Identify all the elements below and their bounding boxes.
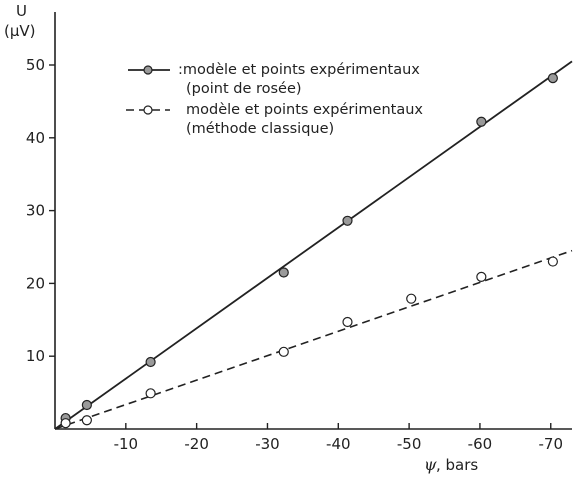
y-axis-title-unit: (µV) [4,22,36,40]
classic-data-point [342,316,353,328]
series-points [60,73,558,429]
dew-point-data-point [476,116,487,127]
classic-data-point [476,271,487,282]
x-tick-label: -60 [468,435,493,453]
dew-point-data-point [342,215,353,226]
x-ticks: -10 -20 -30 -40 -50 -60 -70 [114,423,563,453]
dew-point-data-point [547,73,558,84]
y-tick-label: 10 [26,347,45,365]
classic-data-point [278,346,289,357]
legend-entry-classic: modèle et points expérimentaux (méthode … [126,102,423,137]
legend-label-classic-line1: modèle et points expérimentaux [186,102,423,118]
x-tick-label: -10 [114,435,139,453]
classic-data-point [547,256,558,267]
classic-data-point [406,293,417,304]
x-tick-label: -50 [397,435,422,453]
y-tick-label: 40 [26,129,45,147]
x-tick-label: -20 [184,435,209,453]
classic-model-line [54,249,573,430]
classic-data-point [60,418,71,429]
x-axis-title: ψ , bars [424,455,478,474]
dew-point-data-point [145,356,156,368]
x-tick-label: -30 [255,435,280,453]
x-tick-label: -70 [539,435,564,453]
legend-label-classic-line2: (méthode classique) [186,121,334,137]
legend-open-circle-marker [143,105,153,115]
x-tick-label: -40 [326,435,351,453]
legend-label-dew-point-line2: (point de rosée) [186,81,302,97]
dew-point-data-point [81,399,92,411]
dew-point-data-point [278,267,289,278]
legend: :modèle et points expérimentaux (point d… [126,62,423,137]
y-axis-title-symbol: U [16,2,27,20]
y-ticks: 10 20 30 40 50 [26,56,55,365]
y-tick-label: 50 [26,56,45,74]
legend-label-dew-point-line1: :modèle et points expérimentaux [178,62,420,78]
y-tick-label: 20 [26,274,45,292]
legend-filled-circle-marker [143,65,153,75]
x-axis-title-unit: , bars [436,456,478,474]
classic-data-point [81,415,92,426]
x-axis-title-symbol: ψ [424,455,437,474]
y-tick-label: 30 [26,202,45,220]
classic-data-point [145,388,156,399]
legend-entry-dew-point: :modèle et points expérimentaux (point d… [128,62,420,97]
axes [54,12,572,430]
